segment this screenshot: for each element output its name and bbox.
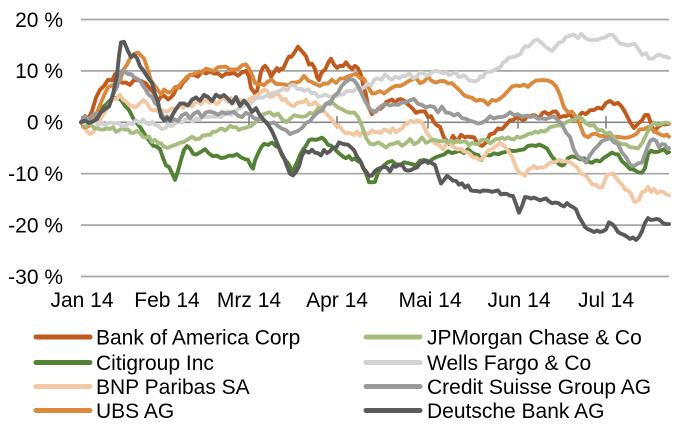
svg-text:Mai 14: Mai 14 xyxy=(398,289,461,312)
svg-text:-10 %: -10 % xyxy=(8,163,63,186)
svg-text:JPMorgan Chase & Co: JPMorgan Chase & Co xyxy=(427,326,642,349)
svg-text:Jun 14: Jun 14 xyxy=(487,289,550,312)
svg-text:Mrz 14: Mrz 14 xyxy=(217,289,282,312)
svg-text:Jan 14: Jan 14 xyxy=(50,289,113,312)
svg-text:Citigroup Inc: Citigroup Inc xyxy=(96,352,214,375)
svg-text:10 %: 10 % xyxy=(15,60,63,83)
svg-text:UBS AG: UBS AG xyxy=(96,400,174,423)
svg-text:0 %: 0 % xyxy=(27,112,63,135)
svg-text:20 %: 20 % xyxy=(15,9,63,32)
svg-text:-20 %: -20 % xyxy=(8,214,63,237)
svg-text:-30 %: -30 % xyxy=(8,266,63,289)
svg-text:Jul 14: Jul 14 xyxy=(578,289,634,312)
svg-text:BNP Paribas SA: BNP Paribas SA xyxy=(96,376,250,399)
svg-text:Feb 14: Feb 14 xyxy=(134,289,200,312)
svg-text:Apr 14: Apr 14 xyxy=(306,289,368,312)
svg-text:Credit Suisse Group AG: Credit Suisse Group AG xyxy=(427,376,651,399)
svg-text:Wells Fargo & Co: Wells Fargo & Co xyxy=(427,352,591,375)
svg-text:Bank of America Corp: Bank of America Corp xyxy=(96,326,300,349)
svg-text:Deutsche Bank AG: Deutsche Bank AG xyxy=(427,400,604,423)
